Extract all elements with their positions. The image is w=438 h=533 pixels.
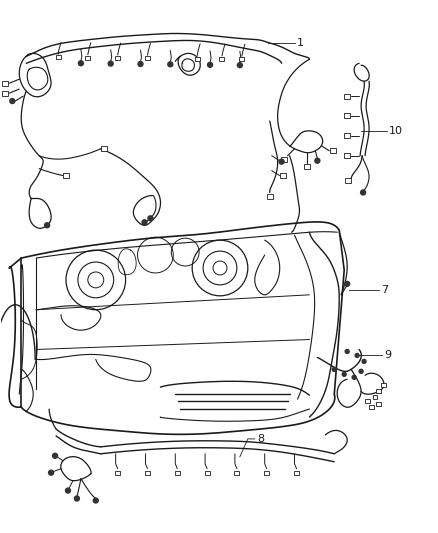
Bar bbox=[115, 471, 120, 475]
Bar bbox=[344, 94, 350, 99]
Bar bbox=[145, 56, 150, 60]
Bar bbox=[377, 389, 381, 393]
Circle shape bbox=[279, 159, 284, 164]
Circle shape bbox=[332, 367, 336, 372]
Text: 1: 1 bbox=[297, 38, 304, 49]
Bar bbox=[2, 91, 8, 95]
Circle shape bbox=[10, 99, 15, 103]
Bar bbox=[330, 148, 336, 153]
Circle shape bbox=[138, 61, 143, 67]
Bar bbox=[344, 133, 350, 139]
Circle shape bbox=[352, 375, 356, 379]
Bar bbox=[56, 55, 60, 59]
Bar bbox=[219, 57, 224, 61]
Text: 10: 10 bbox=[389, 126, 403, 136]
Circle shape bbox=[208, 62, 212, 67]
Circle shape bbox=[65, 488, 71, 493]
Bar bbox=[115, 56, 120, 60]
Bar bbox=[145, 471, 150, 475]
Circle shape bbox=[362, 359, 366, 364]
Bar bbox=[279, 173, 286, 178]
Bar bbox=[101, 146, 107, 151]
Bar bbox=[373, 395, 378, 399]
Text: 8: 8 bbox=[257, 434, 264, 444]
Circle shape bbox=[108, 61, 113, 66]
Bar bbox=[175, 471, 180, 475]
Circle shape bbox=[74, 496, 79, 501]
Bar bbox=[63, 173, 69, 178]
Bar bbox=[377, 402, 381, 406]
Bar bbox=[267, 194, 273, 199]
Circle shape bbox=[78, 61, 83, 66]
Text: 9: 9 bbox=[384, 350, 391, 360]
Circle shape bbox=[342, 373, 346, 376]
Circle shape bbox=[345, 281, 350, 286]
Circle shape bbox=[237, 63, 242, 68]
Circle shape bbox=[53, 453, 57, 458]
Circle shape bbox=[45, 223, 49, 228]
Bar bbox=[381, 383, 386, 387]
Circle shape bbox=[142, 220, 147, 225]
Circle shape bbox=[168, 62, 173, 67]
Circle shape bbox=[315, 158, 320, 163]
Bar bbox=[85, 55, 90, 60]
Circle shape bbox=[359, 369, 363, 373]
Circle shape bbox=[148, 216, 153, 221]
Circle shape bbox=[49, 470, 53, 475]
Bar bbox=[264, 471, 269, 475]
Bar bbox=[344, 114, 350, 118]
Bar bbox=[294, 471, 299, 475]
Text: 7: 7 bbox=[381, 285, 388, 295]
Bar bbox=[368, 405, 374, 409]
Bar bbox=[234, 471, 240, 475]
Bar bbox=[364, 399, 370, 403]
Circle shape bbox=[355, 353, 359, 358]
Circle shape bbox=[93, 498, 98, 503]
Bar bbox=[240, 57, 244, 61]
Bar bbox=[281, 157, 286, 162]
Bar bbox=[344, 153, 350, 158]
Circle shape bbox=[345, 350, 349, 353]
Bar bbox=[205, 471, 209, 475]
Bar bbox=[304, 164, 311, 169]
Bar bbox=[194, 56, 200, 61]
Circle shape bbox=[360, 190, 366, 195]
Bar bbox=[345, 178, 351, 183]
Bar bbox=[2, 80, 8, 86]
